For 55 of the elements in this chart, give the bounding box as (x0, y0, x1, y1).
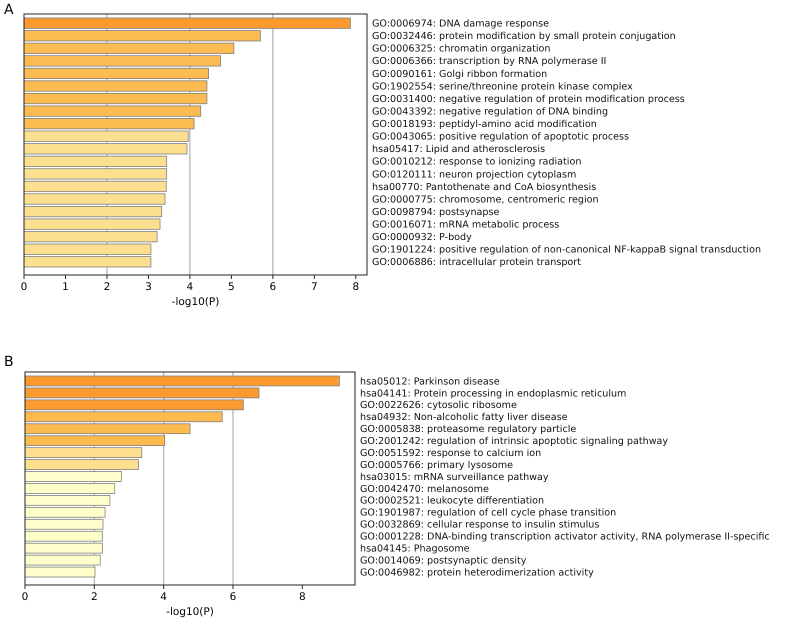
y-tick-label: hsa05417: Lipid and atherosclerosis (372, 144, 546, 156)
y-tick-label: GO:0000932: P-body (372, 232, 472, 244)
x-tick-label: 2 (104, 281, 110, 293)
y-tick-label: GO:0006366: transcription by RNA polymerase II (372, 56, 606, 68)
x-tick-label: 5 (228, 281, 235, 293)
y-tick-label: GO:0010212: response to ionizing radiation (372, 156, 582, 168)
y-tick-label: GO:1901987: regulation of cell cycle phase transition (360, 508, 616, 519)
x-tick-label: 8 (298, 591, 306, 603)
x-tick-label: 4 (160, 591, 168, 603)
y-tick-label: GO:2001242: regulation of intrinsic apoptotic signaling pathway (360, 436, 668, 448)
y-tick-label: GO:0098794: postsynapse (372, 206, 500, 218)
y-tick-label: GO:0042470: melanosome (360, 484, 490, 495)
y-tick-label: GO:0022626: cytosolic ribosome (360, 400, 517, 412)
y-tick-label: GO:1901224: positive regulation of non-canonical NF-kappaB signal transduction (372, 244, 762, 256)
y-tick-label: hsa04141: Protein processing in endoplasmic reticulum (360, 388, 626, 400)
x-tick-label: 6 (270, 281, 277, 293)
y-tick-label: GO:0000775: chromosome, centromeric region (372, 194, 599, 206)
y-tick-label: GO:0006325: chromatin organization (372, 44, 550, 55)
y-tick-label: GO:0046982: protein heterodimerization activity (360, 567, 594, 578)
y-tick-label: GO:0032869: cellular response to insulin stimulus (360, 520, 600, 531)
y-tick-label: hsa00770: Pantothenate and CoA biosynthesis (372, 182, 596, 193)
x-tick-label: 3 (145, 281, 152, 293)
y-tick-label: hsa03015: mRNA surveillance pathway (360, 472, 549, 483)
y-tick-label: GO:0006886: intracellular protein transport (372, 257, 582, 268)
x-tick-label: 6 (230, 591, 237, 603)
y-tick-label: GO:0090161: Golgi ribbon formation (372, 68, 548, 80)
x-tick-label: 2 (90, 591, 98, 603)
y-tick-label: GO:0031400: negative regulation of protein modification process (372, 94, 685, 105)
y-tick-label: hsa05012: Parkinson disease (360, 376, 500, 388)
x-axis-title: -log10(P) (166, 606, 214, 618)
y-tick-label: GO:0001228: DNA-binding transcription activator activity, RNA polymerase II-specific (360, 532, 770, 543)
chart-title: A (4, 2, 14, 18)
x-tick-label: 4 (186, 281, 194, 293)
y-tick-label: GO:0005838: proteasome regulatory particle (360, 424, 576, 436)
x-tick-label: 1 (62, 281, 69, 293)
y-tick-label: GO:0014069: postsynaptic density (360, 555, 527, 566)
y-tick-label: GO:0043392: negative regulation of DNA binding (372, 106, 608, 118)
y-tick-label: GO:1902554: serine/threonine protein kinase complex (372, 81, 634, 92)
x-tick-label: 8 (352, 281, 360, 293)
y-tick-label: GO:0018193: peptidyl-amino acid modification (372, 119, 597, 130)
y-tick-label: hsa04145: Phagosome (360, 544, 470, 555)
y-tick-label: GO:0051592: response to calcium ion (360, 448, 542, 459)
y-tick-label: GO:0032446: protein modification by small protein conjugation (372, 31, 676, 42)
x-tick-label: 0 (22, 591, 28, 603)
x-tick-label: 0 (20, 281, 28, 293)
y-tick-label: GO:0043065: positive regulation of apoptotic process (372, 132, 629, 143)
chart-title: B (4, 354, 14, 370)
y-tick-label: GO:0002521: leukocyte differentiation (360, 496, 544, 507)
y-tick-label: hsa04932: Non-alcoholic fatty liver disease (360, 412, 568, 424)
x-axis-title: -log10(P) (172, 296, 220, 308)
y-tick-label: GO:0016071: mRNA metabolic process (372, 219, 560, 230)
x-tick-label: 7 (310, 281, 318, 293)
y-tick-label: GO:0120111: neuron projection cytoplasm (372, 169, 576, 180)
y-tick-label: GO:0005766: primary lysosome (360, 460, 514, 471)
y-tick-label: GO:0006974: DNA damage response (372, 18, 550, 30)
